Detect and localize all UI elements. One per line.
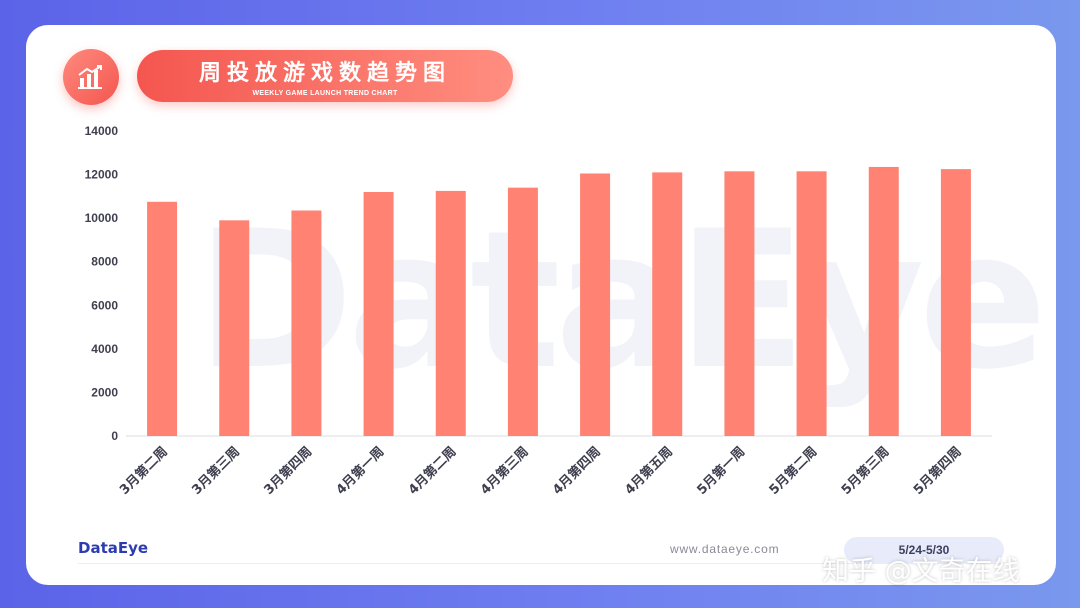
x-tick-label: 5月第四周 <box>910 444 964 498</box>
bar-5 <box>435 190 466 436</box>
y-tick-label: 12000 <box>85 168 119 182</box>
bar-8 <box>652 172 683 436</box>
y-tick-label: 0 <box>111 429 118 443</box>
title-banner: 周投放游戏数趋势图 WEEKLY GAME LAUNCH TREND CHART <box>137 50 513 102</box>
x-tick-label: 4月第三周 <box>477 444 531 498</box>
y-tick-label: 4000 <box>91 342 118 356</box>
x-tick-label: 4月第五周 <box>622 444 676 498</box>
y-tick-label: 6000 <box>91 298 118 312</box>
bar-chart: 0 2000 4000 6000 8000 10000 12000 14000 3月第二周 3月第… <box>85 124 992 498</box>
y-tick-label: 8000 <box>91 255 118 269</box>
x-tick-label: 4月第四周 <box>549 444 603 498</box>
bar-4 <box>363 192 394 436</box>
dataeye-logo: DataEye <box>78 539 149 557</box>
footer-divider <box>78 563 1014 564</box>
x-tick-label: 3月第三周 <box>189 444 243 498</box>
chart-card: DataEye 周投放游戏数趋势图 WEEKLY GAME LAUNCH TRE… <box>26 25 1056 585</box>
footer-url: www.dataeye.com <box>670 542 780 556</box>
bar-1 <box>147 201 178 436</box>
y-tick-label: 14000 <box>85 124 119 138</box>
x-tick-label: 4月第二周 <box>405 444 459 498</box>
bar-9 <box>724 171 755 436</box>
bar-12 <box>940 169 971 436</box>
x-tick-label: 3月第二周 <box>116 444 170 498</box>
x-tick-label: 5月第三周 <box>838 444 892 498</box>
page-subtitle: WEEKLY GAME LAUNCH TREND CHART <box>252 90 398 97</box>
date-range-badge: 5/24-5/30 <box>844 537 1004 563</box>
bar-11 <box>868 166 899 437</box>
bar-2 <box>219 220 250 436</box>
x-tick-label: 5月第一周 <box>694 444 748 498</box>
x-tick-label: 3月第四周 <box>261 444 315 498</box>
x-tick-label: 4月第一周 <box>333 444 387 498</box>
zhihu-credit: 知乎 @文奇在线 <box>822 556 1020 587</box>
bar-3 <box>291 210 322 436</box>
x-tick-label: 5月第二周 <box>766 444 820 498</box>
page-title: 周投放游戏数趋势图 <box>198 61 451 86</box>
bar-10 <box>796 171 827 436</box>
y-tick-label: 10000 <box>85 211 119 225</box>
bar-chart-trend-icon <box>63 49 119 105</box>
y-tick-label: 2000 <box>91 385 118 399</box>
bar-6 <box>507 187 538 436</box>
bar-7 <box>580 173 611 436</box>
